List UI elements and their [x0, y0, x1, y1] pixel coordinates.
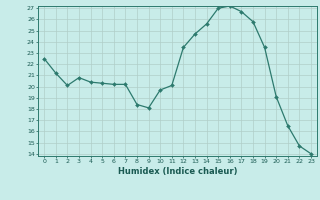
X-axis label: Humidex (Indice chaleur): Humidex (Indice chaleur): [118, 167, 237, 176]
